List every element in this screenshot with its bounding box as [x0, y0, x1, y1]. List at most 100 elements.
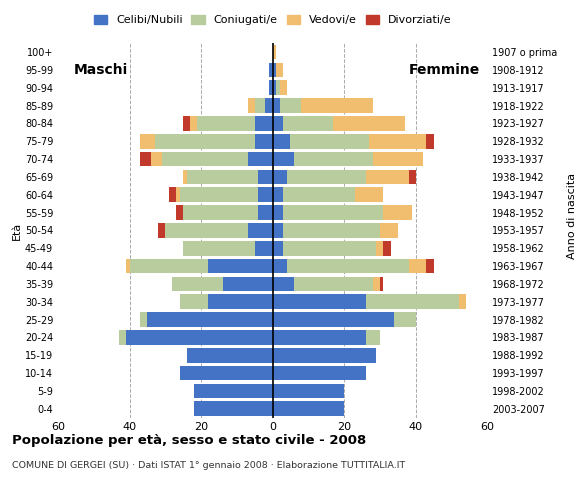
Bar	[284, 223, 380, 238]
Bar	[180, 366, 273, 380]
Text: COMUNE DI GERGEI (SU) · Dati ISTAT 1° gennaio 2008 · Elaborazione TUTTITALIA.IT: COMUNE DI GERGEI (SU) · Dati ISTAT 1° ge…	[12, 461, 405, 470]
Bar	[380, 276, 383, 291]
Bar	[273, 312, 394, 327]
Bar	[276, 62, 283, 77]
Bar	[255, 116, 273, 131]
Bar	[273, 134, 291, 149]
Bar	[301, 98, 373, 113]
Bar	[158, 223, 165, 238]
Bar	[248, 152, 273, 167]
Bar	[284, 205, 383, 220]
Bar	[190, 116, 197, 131]
Bar	[198, 116, 255, 131]
Bar	[273, 401, 344, 416]
Bar	[373, 152, 423, 167]
Bar	[273, 205, 284, 220]
Bar	[273, 152, 294, 167]
Bar	[269, 81, 273, 95]
Bar	[408, 259, 426, 274]
Bar	[273, 259, 287, 274]
Bar	[459, 294, 466, 309]
Bar	[294, 276, 373, 291]
Bar	[273, 62, 276, 77]
Bar	[208, 259, 273, 274]
Bar	[273, 330, 365, 345]
Bar	[280, 98, 301, 113]
Bar	[276, 81, 280, 95]
Bar	[255, 134, 273, 149]
Bar	[273, 187, 284, 202]
Bar	[287, 259, 408, 274]
Bar	[284, 116, 334, 131]
Bar	[294, 152, 373, 167]
Bar	[426, 134, 433, 149]
Bar	[383, 241, 391, 255]
Bar	[373, 276, 380, 291]
Bar	[119, 330, 126, 345]
Text: Femmine: Femmine	[409, 63, 480, 77]
Bar	[355, 187, 383, 202]
Bar	[334, 116, 405, 131]
Bar	[187, 348, 273, 362]
Bar	[273, 98, 280, 113]
Bar	[194, 401, 273, 416]
Text: Popolazione per età, sesso e stato civile - 2008: Popolazione per età, sesso e stato civil…	[12, 434, 366, 447]
Bar	[140, 134, 154, 149]
Bar	[183, 241, 255, 255]
Bar	[194, 384, 273, 398]
Bar	[248, 223, 273, 238]
Bar	[140, 312, 147, 327]
Bar	[273, 223, 284, 238]
Bar	[394, 312, 416, 327]
Bar	[183, 169, 187, 184]
Bar	[162, 152, 248, 167]
Bar	[365, 169, 408, 184]
Bar	[155, 134, 255, 149]
Bar	[183, 205, 258, 220]
Bar	[273, 81, 276, 95]
Bar	[176, 205, 183, 220]
Bar	[129, 259, 208, 274]
Bar	[258, 205, 273, 220]
Bar	[258, 187, 273, 202]
Bar	[172, 276, 223, 291]
Bar	[126, 330, 273, 345]
Bar	[280, 81, 287, 95]
Bar	[126, 259, 129, 274]
Bar	[369, 134, 426, 149]
Bar	[266, 98, 273, 113]
Bar	[273, 384, 344, 398]
Y-axis label: Età: Età	[12, 221, 22, 240]
Bar	[273, 366, 365, 380]
Bar	[180, 187, 258, 202]
Bar	[248, 98, 255, 113]
Bar	[258, 169, 273, 184]
Bar	[169, 187, 176, 202]
Bar	[255, 98, 266, 113]
Bar	[180, 294, 208, 309]
Bar	[365, 330, 380, 345]
Bar	[273, 45, 276, 60]
Bar	[269, 62, 273, 77]
Bar	[255, 241, 273, 255]
Bar	[151, 152, 162, 167]
Bar	[165, 223, 248, 238]
Bar	[365, 294, 459, 309]
Bar	[284, 187, 355, 202]
Bar	[426, 259, 433, 274]
Bar	[147, 312, 273, 327]
Bar	[284, 241, 376, 255]
Text: Anno di nascita: Anno di nascita	[567, 173, 577, 259]
Bar	[383, 205, 412, 220]
Bar	[273, 348, 376, 362]
Bar	[273, 116, 284, 131]
Bar	[273, 294, 365, 309]
Bar	[223, 276, 273, 291]
Bar	[380, 223, 398, 238]
Bar	[273, 241, 284, 255]
Legend: Celibi/Nubili, Coniugati/e, Vedovi/e, Divorziati/e: Celibi/Nubili, Coniugati/e, Vedovi/e, Di…	[90, 12, 455, 28]
Bar	[187, 169, 258, 184]
Bar	[176, 187, 180, 202]
Bar	[408, 169, 416, 184]
Bar	[140, 152, 151, 167]
